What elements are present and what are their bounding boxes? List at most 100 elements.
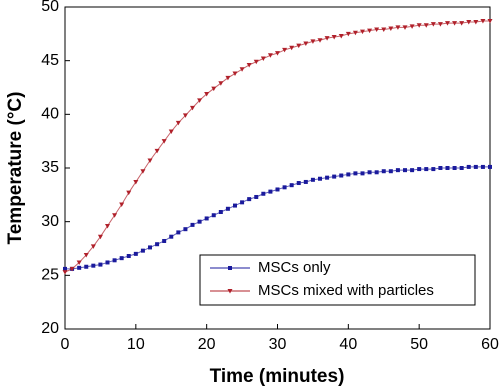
legend-label: MSCs mixed with particles — [258, 282, 434, 299]
data-point — [97, 234, 103, 240]
data-point — [395, 168, 400, 173]
data-point — [416, 23, 422, 28]
data-point — [374, 170, 379, 175]
data-point — [140, 169, 146, 174]
data-point — [175, 120, 181, 126]
data-point — [155, 242, 160, 247]
data-point — [140, 248, 145, 253]
data-point — [346, 172, 351, 177]
data-point — [431, 167, 436, 172]
x-tick-label: 0 — [61, 336, 70, 353]
data-point — [303, 41, 309, 46]
data-point — [233, 203, 237, 208]
data-point — [204, 91, 210, 97]
data-point — [403, 168, 407, 173]
data-point — [473, 164, 478, 169]
data-point — [211, 86, 217, 92]
legend-marker — [228, 266, 232, 270]
data-point — [211, 213, 216, 218]
data-point — [246, 62, 252, 68]
data-point — [360, 171, 365, 176]
x-tick-label: 10 — [127, 336, 145, 353]
data-point — [275, 51, 280, 56]
x-tick-label: 30 — [269, 336, 287, 353]
data-point — [240, 200, 245, 205]
data-point — [438, 166, 443, 170]
y-tick-label: 20 — [41, 320, 59, 337]
data-point — [480, 164, 485, 169]
legend: MSCs only MSCs mixed with particles — [199, 254, 476, 306]
data-point — [126, 254, 131, 259]
data-point — [275, 187, 280, 192]
y-tick-label: 50 — [41, 0, 59, 15]
data-point — [83, 252, 89, 258]
data-point — [112, 258, 117, 263]
data-point — [91, 263, 96, 268]
data-point — [381, 169, 386, 174]
y-tick-label: 35 — [41, 159, 59, 176]
data-point — [218, 81, 224, 86]
data-point — [332, 174, 337, 179]
data-point — [430, 22, 436, 27]
x-tick-label: 40 — [339, 336, 357, 353]
data-point — [417, 167, 422, 172]
data-point — [310, 39, 316, 44]
series-line — [64, 20, 490, 273]
data-point — [84, 264, 89, 269]
data-point — [289, 45, 295, 51]
data-point — [388, 26, 394, 31]
data-point — [69, 266, 75, 272]
data-point — [409, 24, 415, 29]
data-point — [367, 170, 372, 175]
data-point — [147, 158, 153, 163]
data-point — [176, 230, 181, 235]
legend-marker — [227, 289, 233, 294]
data-point — [63, 266, 67, 271]
data-point — [445, 21, 450, 26]
data-point — [105, 260, 110, 265]
data-point — [452, 21, 458, 26]
data-point — [487, 18, 493, 24]
data-point — [410, 168, 415, 173]
data-point — [296, 181, 301, 186]
data-point — [133, 251, 138, 256]
data-point — [261, 191, 266, 196]
data-point — [324, 36, 330, 41]
data-point — [402, 25, 408, 30]
data-point — [253, 59, 259, 65]
data-point — [168, 129, 174, 135]
x-tick-label: 50 — [410, 336, 428, 353]
data-point — [459, 21, 465, 26]
data-point — [488, 164, 492, 169]
data-point — [119, 256, 124, 261]
data-point — [445, 166, 450, 170]
data-point — [225, 206, 230, 211]
data-point — [374, 27, 380, 33]
data-point — [466, 20, 472, 25]
data-point — [381, 27, 387, 33]
y-tick-label: 40 — [41, 106, 59, 123]
data-point — [395, 25, 401, 30]
data-point — [352, 30, 358, 36]
data-point — [260, 56, 266, 62]
data-point — [367, 28, 373, 34]
y-tick-label: 30 — [41, 213, 59, 230]
data-point — [197, 219, 202, 224]
data-point — [388, 169, 393, 174]
data-point — [90, 244, 96, 249]
data-point — [126, 190, 132, 196]
data-point — [466, 164, 471, 169]
data-point — [77, 265, 82, 270]
data-point — [318, 176, 322, 181]
data-point — [190, 222, 195, 227]
data-point — [119, 202, 125, 207]
data-point — [353, 171, 358, 176]
data-point — [183, 227, 188, 232]
series-line — [65, 166, 490, 270]
data-point — [197, 98, 203, 103]
y-axis-title: Temperature (°C) — [5, 92, 26, 245]
data-point — [225, 75, 231, 81]
data-point — [76, 260, 82, 265]
data-point — [360, 29, 365, 35]
x-tick-label: 20 — [198, 336, 216, 353]
